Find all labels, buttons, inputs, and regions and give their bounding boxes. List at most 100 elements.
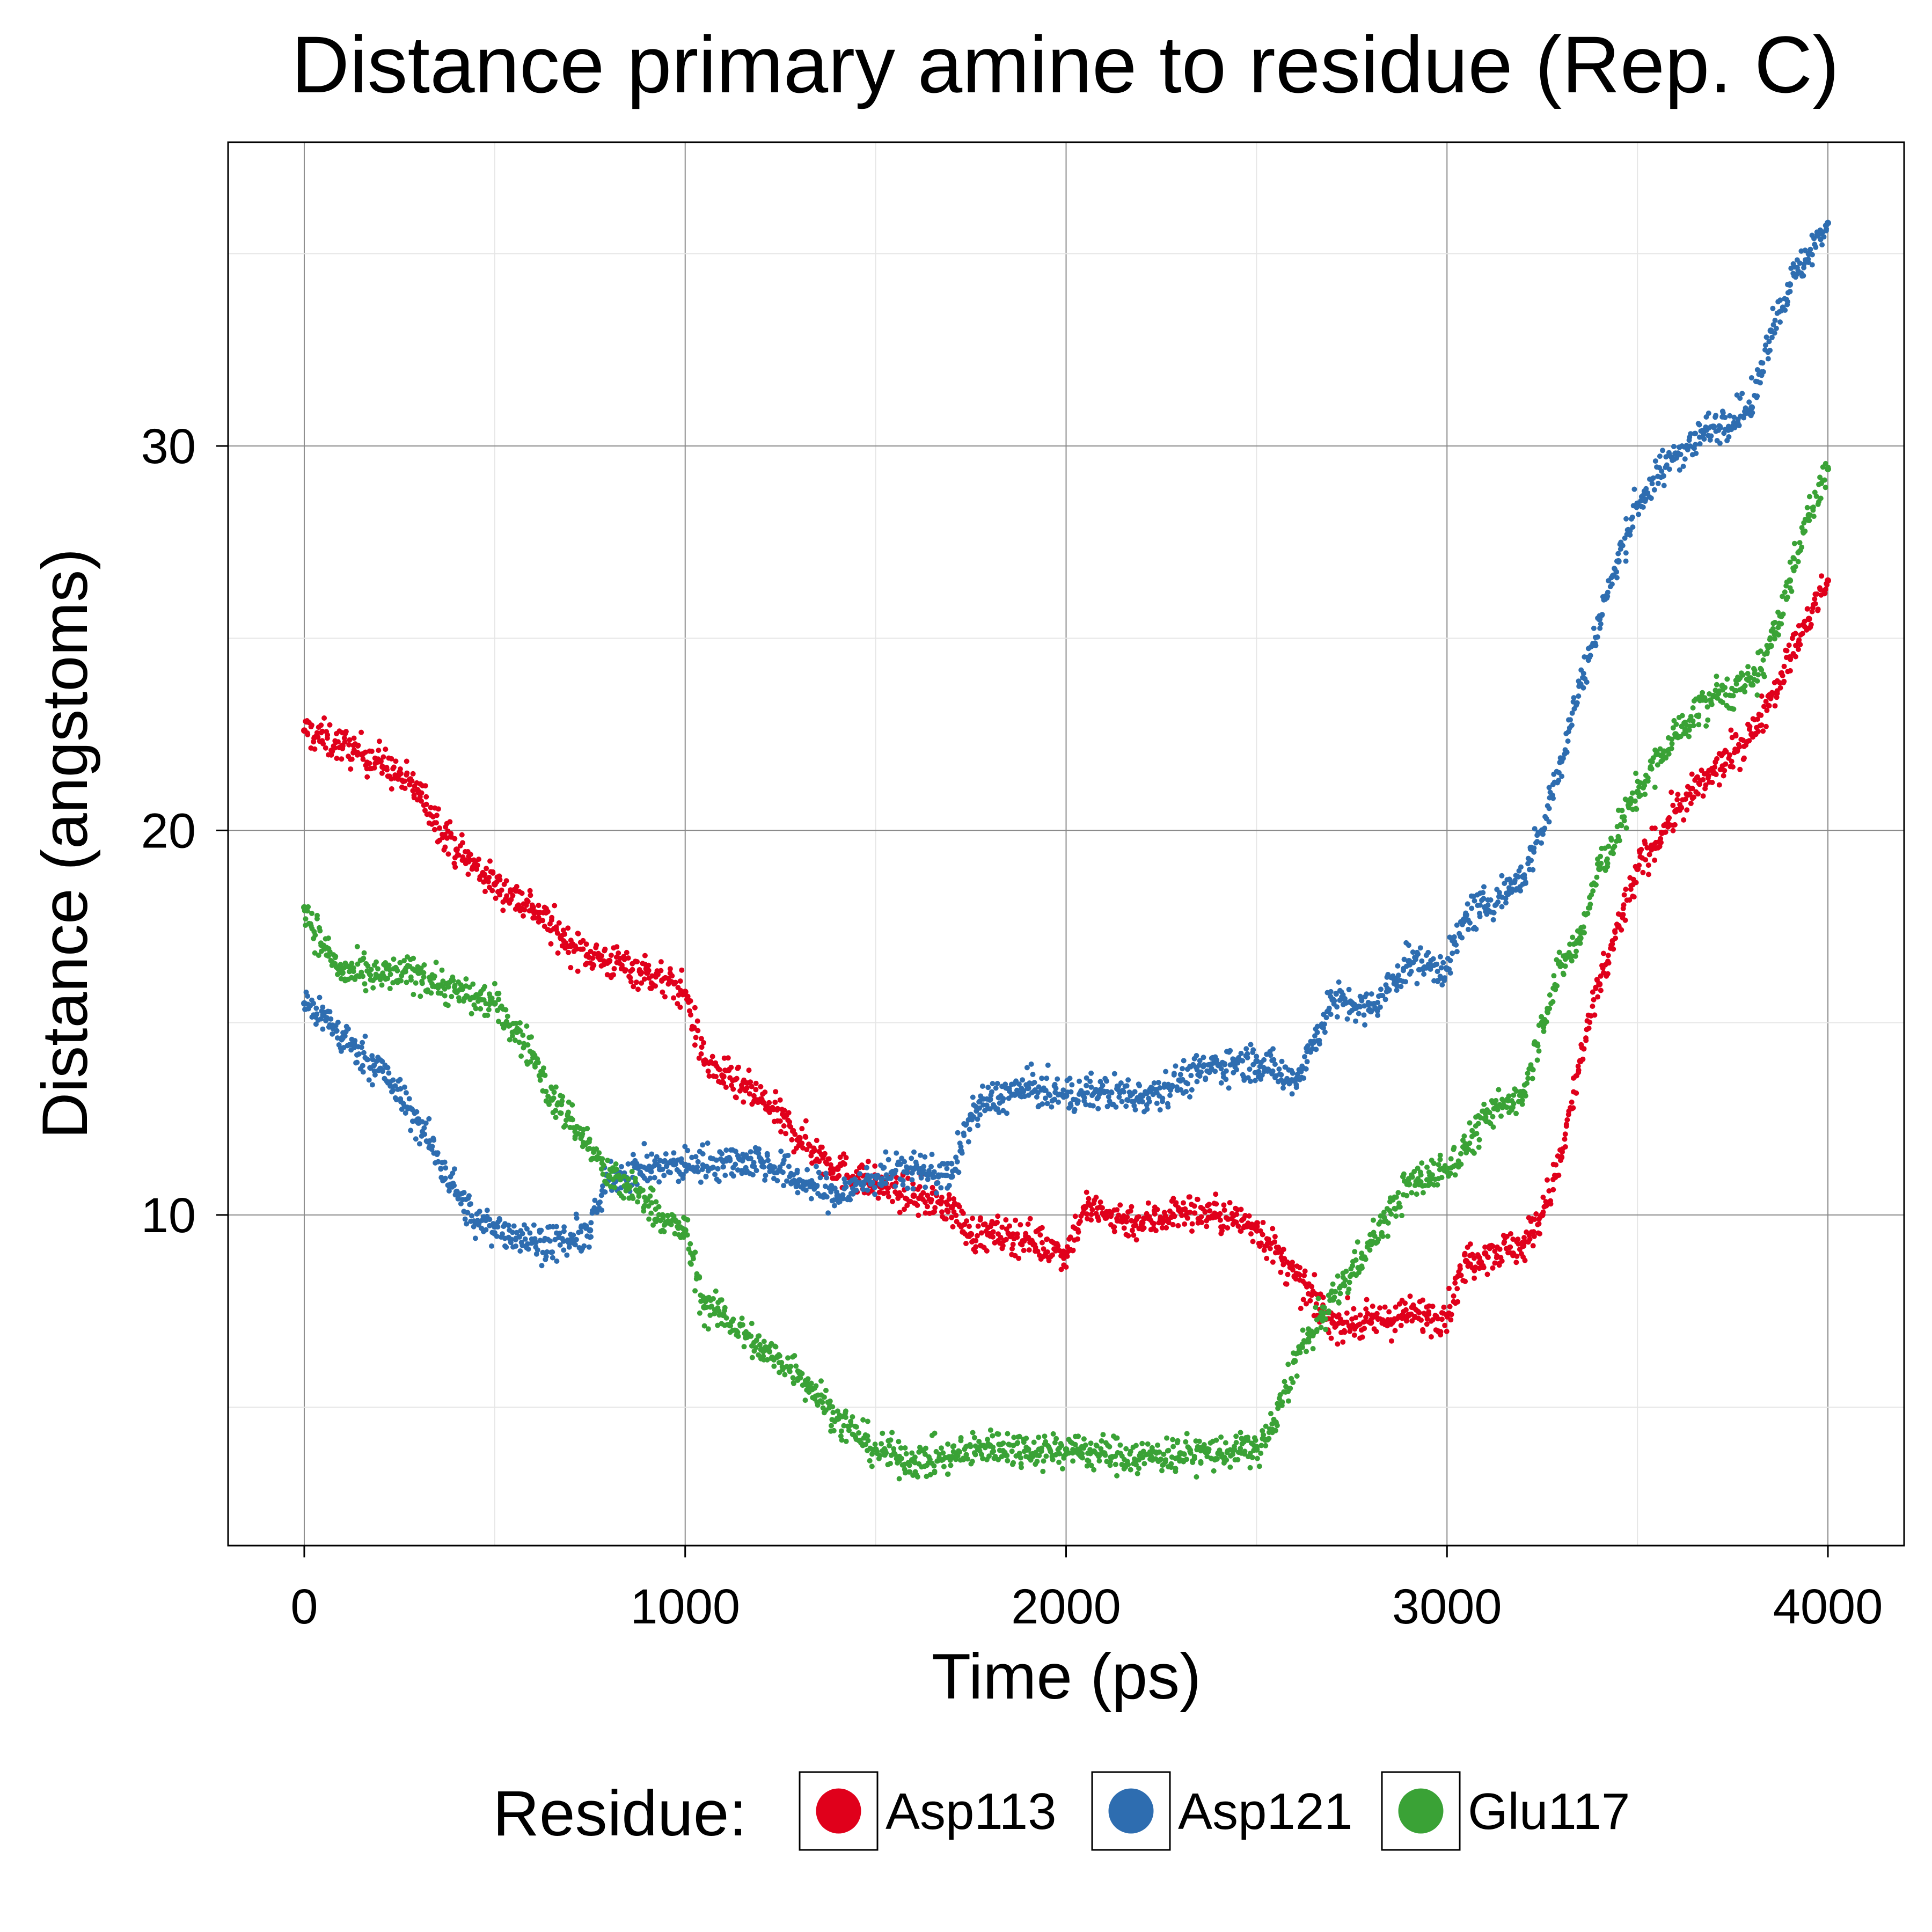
data-point	[1100, 1082, 1106, 1088]
data-point	[1272, 1234, 1278, 1240]
data-point	[1245, 1055, 1250, 1060]
data-point	[900, 1182, 906, 1188]
data-point	[876, 1189, 882, 1195]
data-point	[1492, 1248, 1498, 1254]
data-point	[653, 983, 658, 989]
data-point	[540, 918, 546, 924]
data-point	[375, 966, 380, 972]
data-point	[898, 1192, 904, 1198]
data-point	[1792, 631, 1798, 636]
data-point	[483, 1227, 489, 1233]
data-point	[379, 1058, 385, 1064]
data-point	[830, 1410, 836, 1415]
data-point	[1011, 1435, 1017, 1440]
data-point	[1452, 1280, 1458, 1286]
data-point	[975, 1123, 980, 1129]
data-point	[413, 980, 419, 986]
data-point	[611, 966, 617, 971]
data-point	[419, 798, 424, 804]
data-point	[814, 1183, 820, 1189]
data-point	[1270, 1046, 1276, 1052]
data-point	[1056, 1099, 1062, 1105]
data-point	[1305, 1043, 1311, 1049]
data-point	[1462, 912, 1469, 918]
data-point	[363, 749, 368, 755]
data-point	[431, 826, 437, 832]
data-point	[1364, 1297, 1370, 1302]
data-point	[1767, 347, 1773, 353]
data-point	[1746, 738, 1752, 744]
data-point	[1272, 1062, 1278, 1067]
data-point	[1213, 1191, 1219, 1197]
data-point	[1606, 960, 1612, 966]
data-point	[601, 1162, 606, 1168]
data-point	[1052, 1440, 1058, 1446]
data-point	[974, 1233, 980, 1239]
data-point	[1409, 1174, 1415, 1180]
data-point	[1681, 817, 1687, 823]
data-point	[537, 1077, 543, 1083]
data-point	[1673, 455, 1679, 461]
data-point	[1344, 1310, 1350, 1316]
data-point	[1564, 749, 1570, 755]
data-point	[392, 1095, 398, 1101]
data-point	[1731, 414, 1737, 420]
data-point	[521, 1222, 527, 1228]
data-point	[1224, 1457, 1230, 1463]
data-point	[1021, 1248, 1027, 1253]
data-point	[486, 1007, 492, 1013]
data-point	[1414, 1191, 1419, 1197]
data-point	[599, 1156, 605, 1162]
data-point	[649, 1200, 655, 1206]
data-point	[527, 1230, 533, 1236]
data-point	[1334, 1014, 1340, 1020]
data-point	[1214, 1057, 1220, 1063]
data-point	[321, 715, 327, 721]
data-point	[422, 1131, 428, 1137]
data-point	[468, 1201, 473, 1207]
data-point	[705, 1140, 711, 1146]
data-point	[1636, 511, 1642, 517]
data-point	[1340, 1339, 1346, 1345]
data-point	[1039, 1075, 1045, 1081]
data-point	[1087, 1447, 1093, 1453]
data-point	[1119, 1099, 1125, 1104]
data-point	[309, 911, 314, 916]
data-point	[411, 955, 416, 961]
data-point	[482, 984, 488, 990]
data-point	[1284, 1075, 1290, 1081]
data-point	[885, 1185, 891, 1191]
data-point	[1675, 792, 1681, 797]
data-point	[1597, 625, 1603, 631]
data-point	[1465, 926, 1471, 932]
data-point	[1328, 1012, 1334, 1017]
data-point	[588, 1234, 594, 1240]
data-point	[655, 971, 661, 977]
data-point	[1485, 1255, 1491, 1260]
data-point	[543, 1254, 549, 1260]
data-point	[925, 1176, 931, 1182]
data-point	[320, 1026, 326, 1032]
data-point	[741, 1344, 747, 1350]
data-point	[771, 1363, 777, 1369]
data-point	[986, 1453, 992, 1459]
data-point	[994, 1081, 1000, 1086]
data-point	[823, 1170, 829, 1176]
data-point	[1590, 989, 1596, 995]
data-point	[1223, 1068, 1229, 1074]
data-point	[528, 1059, 533, 1065]
data-point	[748, 1333, 754, 1339]
data-point	[460, 998, 466, 1004]
data-point	[1000, 1243, 1006, 1249]
data-point	[1406, 1181, 1413, 1188]
data-point	[1164, 1435, 1169, 1441]
data-point	[397, 766, 403, 772]
data-point	[1564, 1117, 1570, 1123]
data-point	[1696, 781, 1702, 787]
data-point	[813, 1163, 819, 1169]
data-point	[1726, 434, 1732, 440]
data-point	[1774, 691, 1780, 696]
data-point	[662, 994, 668, 1000]
data-point	[1154, 1100, 1160, 1106]
data-point	[1335, 1273, 1341, 1279]
